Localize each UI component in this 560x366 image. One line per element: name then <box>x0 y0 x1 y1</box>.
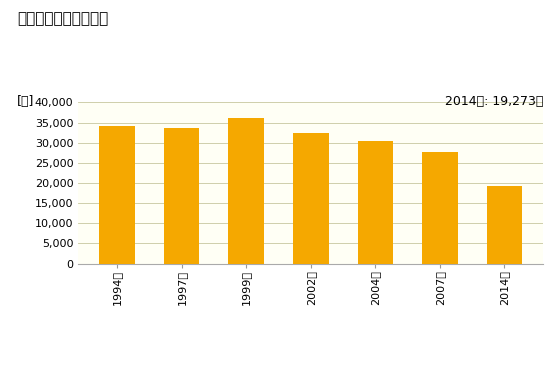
Bar <box>358 141 393 264</box>
Text: 2014年: 19,273人: 2014年: 19,273人 <box>445 95 543 108</box>
Bar <box>422 152 458 264</box>
Text: [人]: [人] <box>17 95 34 108</box>
Text: 商業の従業者数の推移: 商業の従業者数の推移 <box>17 11 108 26</box>
Bar <box>487 186 522 264</box>
Bar <box>293 133 329 264</box>
Bar <box>228 118 264 264</box>
Bar <box>164 128 199 264</box>
Bar <box>99 126 135 264</box>
